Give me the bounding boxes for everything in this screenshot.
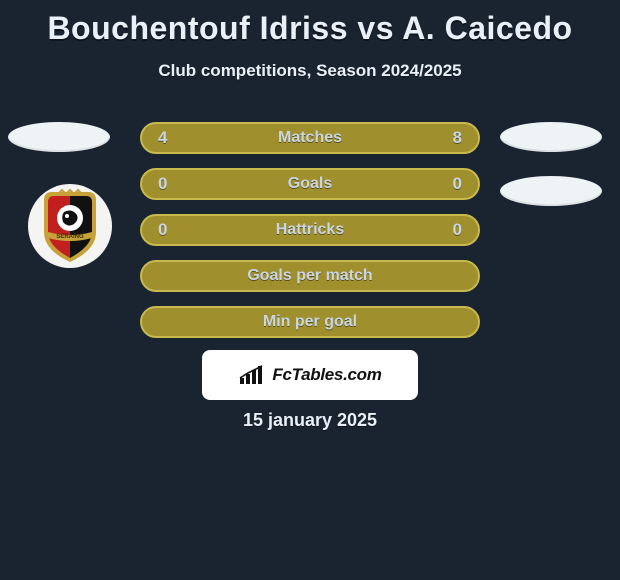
stat-left-value: 0	[158, 220, 198, 240]
player-right-oval-2	[500, 176, 602, 206]
stat-row-hattricks: 0 Hattricks 0	[140, 214, 480, 246]
stat-row-gpm: Goals per match	[140, 260, 480, 292]
stat-left-value: 0	[158, 174, 198, 194]
page-subtitle: Club competitions, Season 2024/2025	[0, 61, 620, 81]
stat-right-value: 0	[422, 174, 462, 194]
player-left-oval	[8, 122, 110, 152]
stat-label: Min per goal	[263, 313, 357, 331]
stat-right-value: 8	[422, 128, 462, 148]
crest-team-text: SERAING	[56, 234, 84, 240]
brand-text: FcTables.com	[272, 365, 381, 385]
stat-right-value: 0	[422, 220, 462, 240]
club-badge-left: SERAING	[28, 184, 112, 268]
stat-row-goals: 0 Goals 0	[140, 168, 480, 200]
infographic-date: 15 january 2025	[0, 410, 620, 431]
page-title: Bouchentouf Idriss vs A. Caicedo	[0, 0, 620, 47]
player-right-oval	[500, 122, 602, 152]
infographic-root: Bouchentouf Idriss vs A. Caicedo Club co…	[0, 0, 620, 580]
stat-row-mpg: Min per goal	[140, 306, 480, 338]
club-crest-icon: SERAING	[38, 188, 102, 264]
stat-left-value: 4	[158, 128, 198, 148]
bars-logo-icon	[238, 364, 266, 386]
stat-row-matches: 4 Matches 8	[140, 122, 480, 154]
stat-label: Goals per match	[247, 267, 372, 285]
brand-box: FcTables.com	[202, 350, 418, 400]
